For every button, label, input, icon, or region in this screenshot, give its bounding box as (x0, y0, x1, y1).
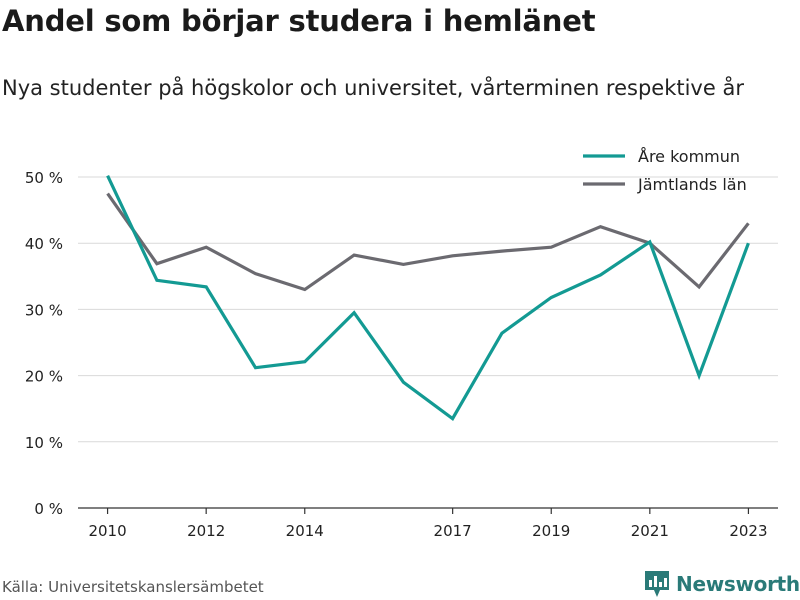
brand-name: Newsworthy (676, 572, 800, 596)
y-tick-label: 20 % (25, 368, 63, 386)
legend: Åre kommun Jämtlands län (583, 147, 747, 194)
legend-label: Åre kommun (638, 147, 740, 166)
x-tick-label: 2014 (286, 522, 324, 540)
brand-logo: Newsworthy (644, 570, 800, 598)
x-tick-label: 2010 (88, 522, 126, 540)
source-note: Källa: Universitetskanslersämbetet (2, 578, 264, 596)
series-line (106, 192, 750, 292)
newsworthy-logo-icon (645, 571, 669, 597)
x-tick-label: 2017 (434, 522, 472, 540)
y-tick-label: 30 % (25, 301, 63, 319)
chart-title: Andel som börjar studera i hemlänet (2, 4, 596, 38)
chart-subtitle: Nya studenter på högskolor och universit… (2, 76, 744, 100)
y-tick-label: 0 % (34, 500, 63, 518)
x-tick-label: 2023 (729, 522, 767, 540)
series-line (106, 175, 750, 421)
axis-layer: 0 % 10 % 20 % 30 % 40 % 50 % 2010 2012 2014 2017 2… (25, 169, 778, 540)
grid-layer (78, 176, 778, 443)
legend-label: Jämtlands län (637, 175, 747, 194)
y-tick-label: 50 % (25, 169, 63, 187)
x-tick-label: 2019 (532, 522, 570, 540)
x-tick-label: 2012 (187, 522, 225, 540)
x-tick-label: 2021 (631, 522, 669, 540)
y-tick-label: 10 % (25, 434, 63, 452)
series-layer (106, 175, 750, 421)
y-tick-label: 40 % (25, 235, 63, 253)
